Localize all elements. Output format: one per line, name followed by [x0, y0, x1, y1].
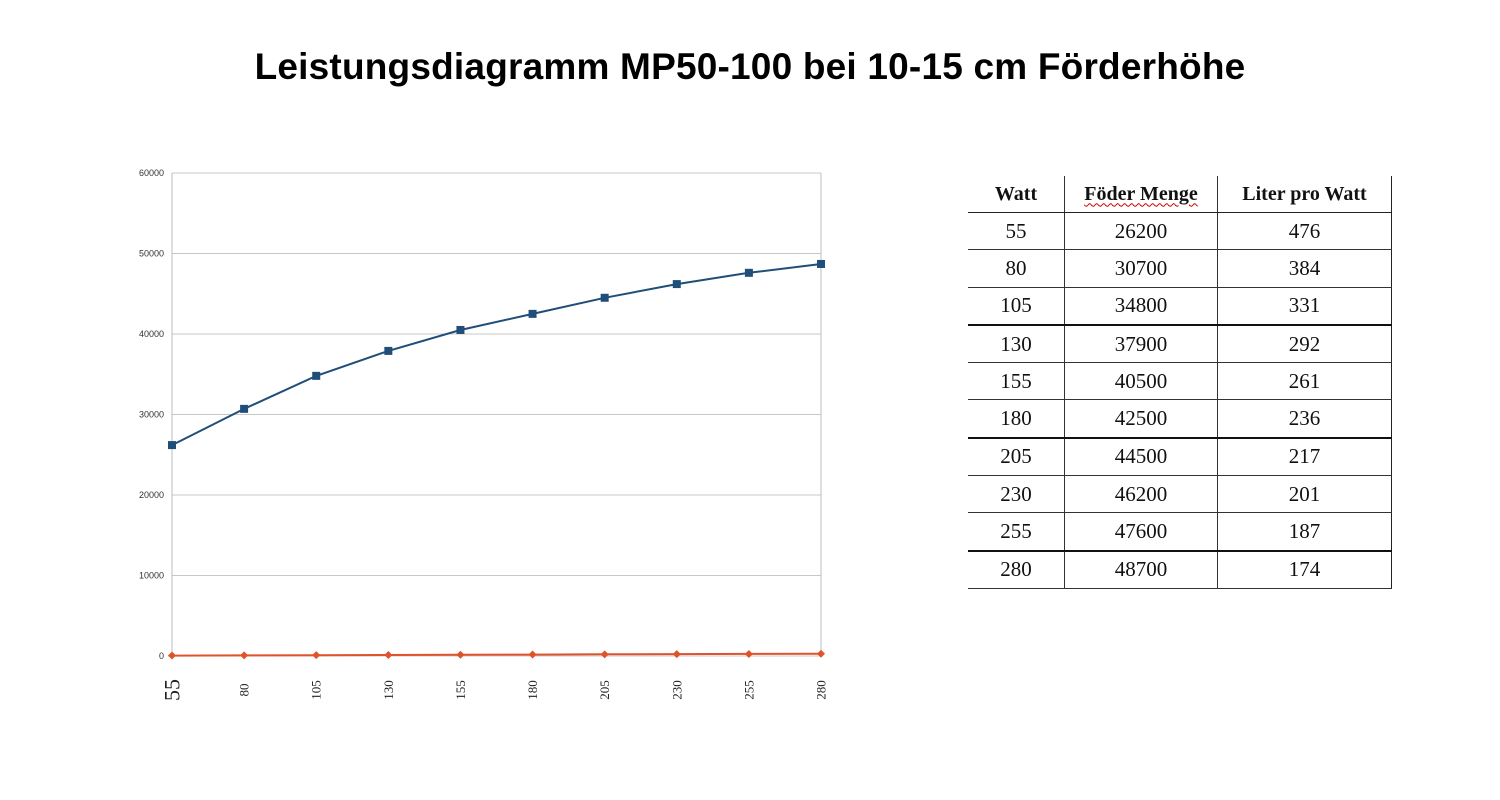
data-point [384, 346, 393, 355]
cell-liter-pro-watt: 384 [1217, 249, 1392, 288]
cell-watt: 80 [968, 249, 1065, 288]
cell-foerder-menge: 40500 [1064, 362, 1218, 401]
cell-liter-pro-watt: 261 [1217, 362, 1392, 401]
cell-liter-pro-watt: 201 [1217, 475, 1392, 514]
cell-liter-pro-watt: 331 [1217, 287, 1392, 326]
x-tick-label: 180 [525, 680, 540, 700]
cell-watt: 280 [968, 550, 1065, 589]
cell-watt: 205 [968, 437, 1065, 477]
data-point [240, 651, 249, 660]
cell-foerder-menge: 46200 [1064, 475, 1218, 514]
x-axis-ticks: 55 80 105 130 155 180 205 230 255 280 [160, 679, 829, 701]
table-row: 255 47600 187 [968, 512, 1392, 552]
page-title: Leistungsdiagramm MP50-100 bei 10-15 cm … [254, 46, 1246, 87]
data-point [312, 651, 321, 660]
x-tick-label: 55 [160, 679, 185, 701]
cell-liter-pro-watt: 292 [1217, 324, 1392, 364]
x-tick-label: 155 [453, 680, 468, 700]
header-foerder-menge-label: Föder Menge [1084, 182, 1198, 205]
data-point [528, 309, 537, 318]
data-table: Watt Föder Menge Liter pro Watt 55 26200 4… [968, 176, 1392, 589]
series-line [171, 263, 822, 446]
data-point [456, 325, 465, 334]
table-body: 55 26200 476 80 30700 384 105 34800 331 130 37900 2… [968, 212, 1392, 589]
cell-watt: 230 [968, 475, 1065, 514]
table-row: 230 46200 201 [968, 475, 1392, 514]
table-row: 80 30700 384 [968, 249, 1392, 288]
table-row: 280 48700 174 [968, 550, 1392, 589]
data-point [817, 259, 825, 268]
chart-grid [168, 172, 822, 657]
data-point [744, 649, 753, 658]
y-tick-label: 40000 [139, 329, 164, 339]
cell-watt: 180 [968, 399, 1065, 439]
x-tick-label: 230 [669, 680, 684, 700]
cell-liter-pro-watt: 187 [1217, 512, 1392, 552]
cell-watt: 255 [968, 512, 1065, 552]
data-point [672, 650, 681, 659]
cell-liter-pro-watt: 476 [1217, 212, 1392, 251]
y-tick-label: 60000 [139, 168, 164, 178]
data-point [384, 650, 393, 659]
cell-liter-pro-watt: 217 [1217, 437, 1392, 477]
cell-watt: 55 [968, 212, 1065, 251]
x-tick-label: 130 [381, 680, 396, 700]
x-tick-label: 205 [597, 680, 612, 700]
cell-foerder-menge: 47600 [1064, 512, 1218, 552]
data-point [528, 650, 537, 659]
x-tick-label: 255 [741, 680, 756, 700]
data-point [817, 649, 825, 658]
y-tick-label: 50000 [139, 249, 164, 259]
table-row: 205 44500 217 [968, 437, 1392, 477]
cell-foerder-menge: 42500 [1064, 399, 1218, 439]
table-row: 180 42500 236 [968, 399, 1392, 439]
header-watt: Watt [968, 176, 1065, 213]
y-tick-label: 10000 [139, 571, 164, 581]
data-point [456, 650, 465, 659]
header-liter-pro-watt: Liter pro Watt [1217, 176, 1392, 213]
data-point [168, 651, 176, 660]
header-foerder-menge: Föder Menge [1064, 176, 1218, 213]
cell-foerder-menge: 48700 [1064, 550, 1218, 589]
cell-foerder-menge: 44500 [1064, 437, 1218, 477]
table-row: 55 26200 476 [968, 212, 1392, 251]
data-point [168, 441, 176, 450]
cell-foerder-menge: 26200 [1064, 212, 1218, 251]
x-tick-label: 105 [309, 680, 324, 700]
cell-foerder-menge: 37900 [1064, 324, 1218, 364]
cell-watt: 105 [968, 287, 1065, 326]
data-point [744, 268, 753, 277]
cell-liter-pro-watt: 174 [1217, 550, 1392, 589]
y-axis-ticks: 0 10000 20000 30000 40000 50000 60000 [139, 168, 164, 661]
y-tick-label: 20000 [139, 490, 164, 500]
data-point [600, 650, 609, 659]
chart-markers [168, 259, 825, 660]
cell-watt: 155 [968, 362, 1065, 401]
x-tick-label: 80 [237, 684, 252, 697]
cell-foerder-menge: 34800 [1064, 287, 1218, 326]
cell-watt: 130 [968, 324, 1065, 364]
y-tick-label: 30000 [139, 410, 164, 420]
x-tick-label: 280 [814, 680, 829, 700]
line-chart: 0 10000 20000 30000 40000 50000 60000 55 80 105 1… [139, 168, 829, 701]
data-point [240, 404, 249, 413]
y-tick-label: 0 [159, 651, 164, 661]
table-row: 155 40500 261 [968, 362, 1392, 401]
cell-foerder-menge: 30700 [1064, 249, 1218, 288]
chart-series [171, 263, 822, 657]
series-line [171, 652, 822, 657]
table-row: 130 37900 292 [968, 324, 1392, 364]
data-point [672, 280, 681, 289]
data-point [600, 293, 609, 302]
cell-liter-pro-watt: 236 [1217, 399, 1392, 439]
table-row: 105 34800 331 [968, 287, 1392, 326]
data-point [312, 371, 321, 380]
table-header-row: Watt Föder Menge Liter pro Watt [968, 176, 1392, 213]
